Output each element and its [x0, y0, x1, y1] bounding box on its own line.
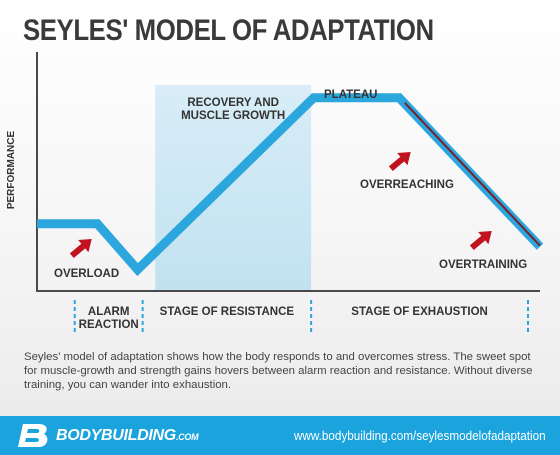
overreaching-label: OVERREACHING: [360, 179, 454, 191]
exhaustion-overlay-line: [404, 102, 541, 247]
stage-label-line: STAGE OF EXHAUSTION: [351, 306, 488, 318]
recovery-zone-label-line: RECOVERY AND: [187, 97, 279, 109]
brand-name: BODYBUILDING.COM: [56, 426, 199, 444]
stage-labels: ALARM REACTION STAGE OF RESISTANCE STAGE OF…: [73, 300, 529, 332]
overtraining-label: OVERTRAINING: [439, 259, 527, 271]
recovery-zone-label-line: MUSCLE GROWTH: [181, 110, 285, 122]
y-axis-label: PERFORMANCE: [6, 131, 17, 210]
recovery-zone-label: RECOVERY AND MUSCLE GROWTH: [181, 97, 285, 122]
page-title: SEYLES' MODEL OF ADAPTATION: [23, 14, 434, 47]
recovery-zone: [155, 85, 312, 291]
stage-label-line: ALARM: [88, 306, 130, 318]
overreaching-arrow-icon: [388, 152, 411, 172]
overload-label: OVERLOAD: [54, 268, 119, 280]
bodybuilding-logo-icon: [18, 424, 48, 447]
stage-label: ALARM REACTION: [79, 306, 139, 331]
stage-label-line: STAGE OF RESISTANCE: [160, 306, 295, 318]
stage-label-line: REACTION: [79, 319, 139, 331]
footer-bar: BODYBUILDING.COM www.bodybuilding.com/se…: [0, 416, 560, 455]
stage-label: STAGE OF RESISTANCE: [160, 306, 295, 318]
stage-label: STAGE OF EXHAUSTION: [351, 306, 488, 318]
brand[interactable]: BODYBUILDING.COM: [14, 422, 199, 449]
overload-arrow-icon: [69, 239, 92, 259]
footer-url-link[interactable]: www.bodybuilding.com/seylesmodelofadapta…: [294, 428, 546, 443]
caption: Seyles' model of adaptation shows how th…: [24, 351, 533, 391]
overtraining-arrow-icon: [469, 231, 492, 251]
plateau-label: PLATEAU: [324, 89, 377, 101]
